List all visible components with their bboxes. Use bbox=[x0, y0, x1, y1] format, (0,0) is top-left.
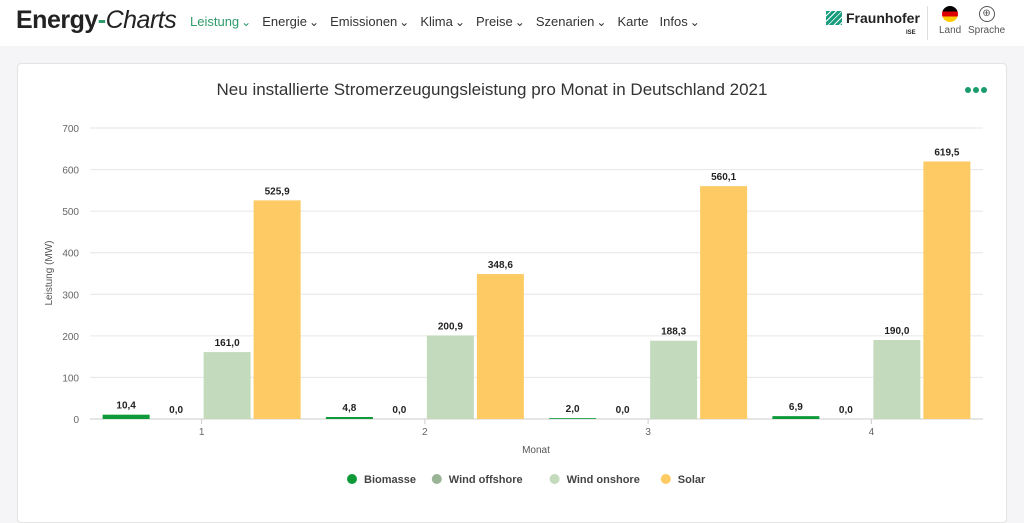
x-tick-label: 1 bbox=[199, 427, 205, 438]
data-label: 0,0 bbox=[392, 405, 406, 416]
logo-dash: - bbox=[97, 6, 106, 34]
legend-marker-icon bbox=[431, 474, 442, 484]
x-axis-label: Monat bbox=[522, 445, 550, 456]
bar-wind-onshore bbox=[650, 340, 698, 419]
menu-label: Klima bbox=[420, 14, 453, 29]
chart-title: Neu installierte Stromerzeugungsleistung… bbox=[217, 80, 768, 99]
data-label: 161,0 bbox=[215, 338, 240, 349]
land-button[interactable]: Land bbox=[939, 6, 961, 36]
menu-label: Preise bbox=[475, 14, 513, 29]
x-tick-label: 3 bbox=[645, 427, 651, 438]
menu-label: Emissionen bbox=[330, 14, 398, 29]
x-tick-label: 4 bbox=[869, 427, 875, 438]
legend-marker-icon bbox=[347, 474, 357, 484]
menu-item-leistung[interactable]: Leistung ⌄ bbox=[190, 14, 251, 29]
menu-label: Energie bbox=[262, 14, 308, 29]
legend-item[interactable]: Wind onshore bbox=[567, 474, 640, 486]
main-menu: Leistung ⌄ Energie ⌄ Emissionen ⌄ Klima ⌄ Preise… bbox=[190, 14, 700, 29]
more-options-icon[interactable] bbox=[965, 87, 987, 93]
y-tick-label: 300 bbox=[62, 290, 79, 301]
globe-icon: ⊕ bbox=[978, 6, 995, 22]
bar-wind-onshore bbox=[873, 340, 921, 419]
menu-item-karte[interactable]: Karte bbox=[617, 14, 648, 29]
menu-item-emissionen[interactable]: Emissionen ⌄ bbox=[330, 14, 409, 29]
land-label: Land bbox=[939, 25, 962, 36]
legend-marker-icon bbox=[549, 474, 560, 484]
bar-solar bbox=[253, 200, 301, 419]
y-tick-label: 0 bbox=[73, 415, 79, 426]
data-label: 560,1 bbox=[711, 172, 736, 183]
legend-item[interactable]: Wind offshore bbox=[449, 474, 523, 486]
sprache-button[interactable]: ⊕ Sprache bbox=[968, 6, 1005, 36]
data-label: 10,4 bbox=[116, 401, 136, 412]
menu-label: Szenarien bbox=[535, 14, 595, 29]
brand-name: Fraunhofer bbox=[846, 10, 920, 26]
sprache-label: Sprache bbox=[968, 25, 1006, 36]
menu-item-szenarien[interactable]: Szenarien ⌄ bbox=[536, 14, 607, 29]
chevron-down-icon: ⌄ bbox=[454, 15, 465, 29]
bar-biomasse bbox=[102, 414, 150, 419]
y-tick-label: 500 bbox=[62, 207, 79, 218]
bar-wind-onshore bbox=[203, 352, 251, 419]
divider bbox=[927, 6, 928, 40]
brand-sub: ISE bbox=[906, 30, 916, 36]
data-label: 188,3 bbox=[661, 327, 686, 338]
fraunhofer-mark-icon bbox=[826, 11, 842, 25]
chevron-down-icon: ⌄ bbox=[596, 15, 607, 29]
chevron-down-icon: ⌄ bbox=[514, 15, 525, 29]
chevron-down-icon: ⌄ bbox=[309, 15, 320, 29]
y-axis-label: Leistung (MW) bbox=[44, 240, 55, 305]
y-tick-label: 700 bbox=[62, 124, 79, 135]
bar-biomasse bbox=[772, 416, 820, 419]
data-label: 190,0 bbox=[884, 326, 909, 337]
menu-item-infos[interactable]: Infos ⌄ bbox=[660, 14, 700, 29]
chevron-down-icon: ⌄ bbox=[399, 15, 410, 29]
bar-biomasse bbox=[549, 418, 597, 419]
data-label: 200,9 bbox=[438, 321, 463, 332]
y-tick-label: 400 bbox=[62, 249, 79, 260]
logo-italic: Charts bbox=[105, 6, 177, 34]
data-label: 0,0 bbox=[169, 405, 183, 416]
logo-main: Energy bbox=[16, 6, 98, 34]
legend-item[interactable]: Biomasse bbox=[364, 474, 416, 486]
top-nav: Energy-Charts Leistung ⌄ Energie ⌄ Emissione… bbox=[0, 0, 1024, 46]
y-tick-label: 600 bbox=[62, 166, 79, 177]
fraunhofer-logo[interactable]: Fraunhofer bbox=[826, 10, 920, 26]
x-tick-label: 2 bbox=[422, 427, 428, 438]
data-label: 2,0 bbox=[566, 404, 580, 415]
bar-chart: Neu installierte Stromerzeugungsleistung… bbox=[44, 80, 983, 486]
menu-label: Leistung bbox=[190, 14, 240, 29]
data-label: 619,5 bbox=[934, 147, 959, 158]
menu-item-preise[interactable]: Preise ⌄ bbox=[476, 14, 525, 29]
menu-label: Karte bbox=[617, 14, 649, 29]
chevron-down-icon: ⌄ bbox=[241, 15, 252, 29]
data-label: 0,0 bbox=[616, 405, 630, 416]
menu-item-energie[interactable]: Energie ⌄ bbox=[262, 14, 319, 29]
legend-marker-icon bbox=[660, 474, 671, 484]
data-label: 6,9 bbox=[789, 402, 803, 413]
energy-charts-logo[interactable]: Energy-Charts bbox=[16, 6, 177, 35]
bar-biomasse bbox=[325, 417, 373, 419]
data-label: 4,8 bbox=[342, 403, 356, 414]
data-label: 525,9 bbox=[265, 186, 290, 197]
chevron-down-icon: ⌄ bbox=[689, 15, 700, 29]
legend-item[interactable]: Solar bbox=[678, 474, 706, 486]
y-tick-label: 200 bbox=[62, 332, 79, 343]
bar-solar bbox=[923, 161, 971, 419]
german-flag-icon bbox=[942, 6, 959, 22]
y-tick-label: 100 bbox=[62, 373, 79, 384]
data-label: 348,6 bbox=[488, 260, 513, 271]
bar-wind-onshore bbox=[426, 335, 474, 419]
bar-solar bbox=[476, 274, 524, 419]
data-label: 0,0 bbox=[839, 405, 853, 416]
bar-solar bbox=[700, 186, 748, 419]
menu-item-klima[interactable]: Klima ⌄ bbox=[420, 14, 465, 29]
menu-label: Infos bbox=[659, 14, 688, 29]
